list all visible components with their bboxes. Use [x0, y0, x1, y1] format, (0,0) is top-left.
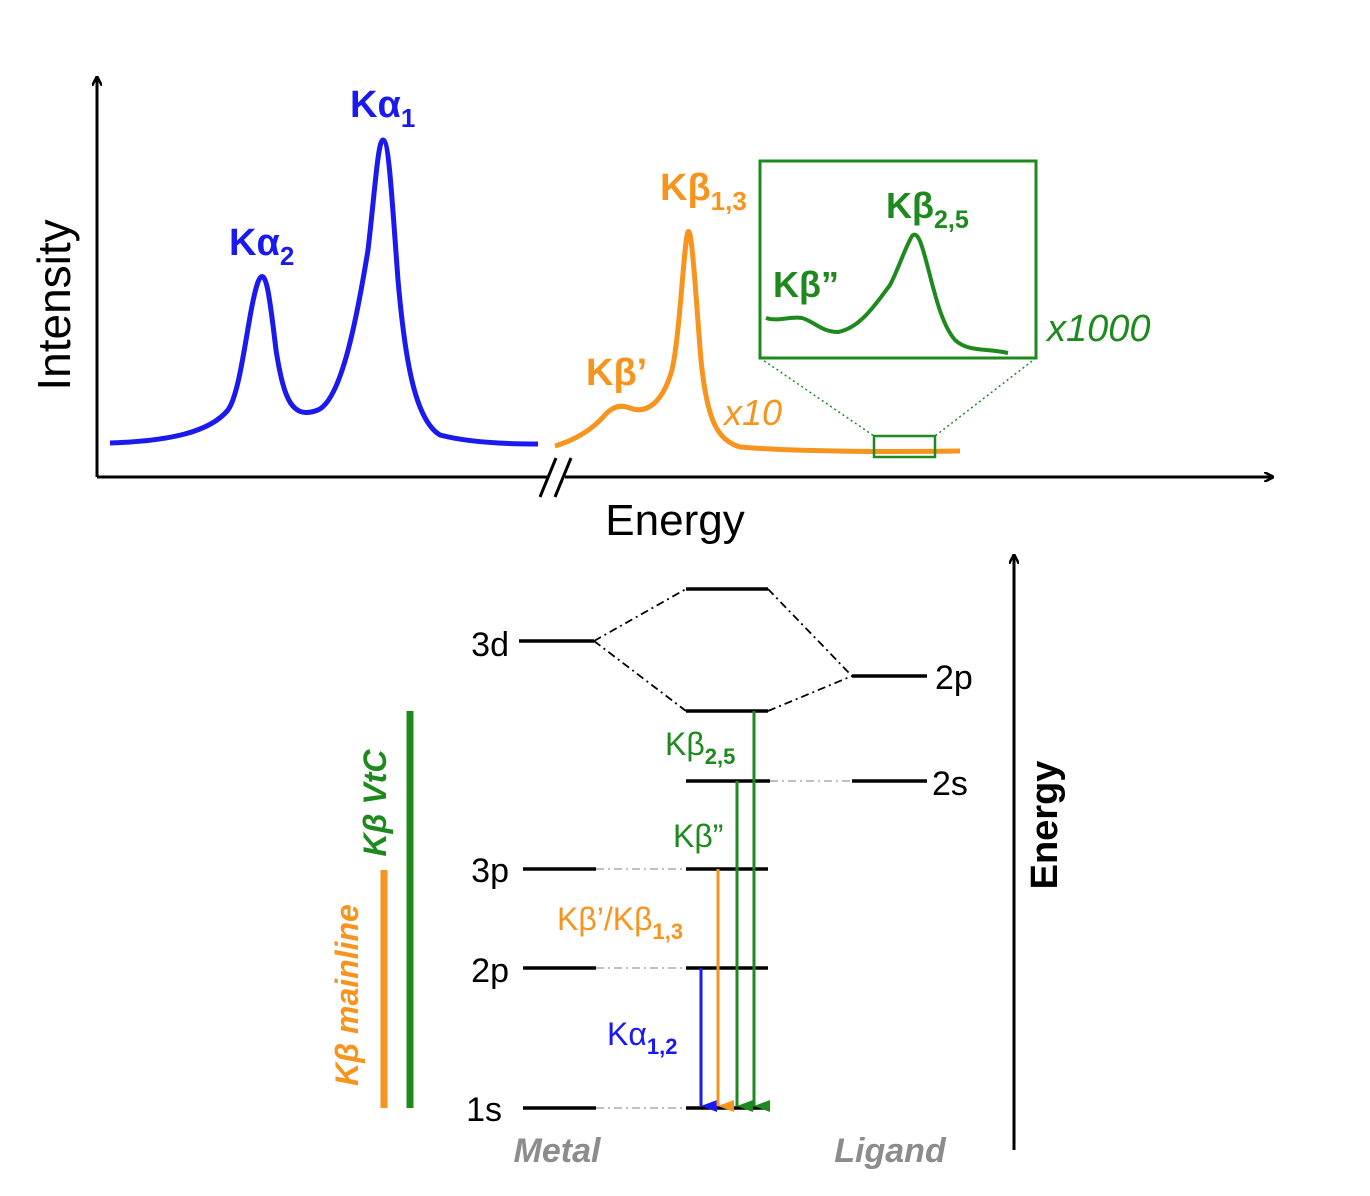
ligand-level-label: 2p — [935, 659, 973, 697]
vtc-inset-box — [758, 159, 1038, 360]
correlation-line — [593, 640, 687, 712]
correlation-line — [767, 675, 853, 712]
transition-label-kb25: Kβ2,5 — [665, 726, 735, 769]
x-axis-label: Energy — [605, 496, 744, 545]
y-axis-label: Intensity — [28, 219, 80, 390]
peak-label-kbprime: Kβ’ — [586, 352, 647, 394]
scale-label-x1000: x1000 — [1045, 308, 1151, 350]
correlation-line — [767, 588, 853, 677]
scale-label-x10: x10 — [722, 392, 782, 433]
transition-label-ka12: Kα1,2 — [607, 1016, 677, 1059]
ligand-level-label: 2s — [932, 765, 968, 803]
metal-level-label: 3d — [471, 626, 509, 664]
metal-level-label: 2p — [471, 952, 509, 990]
energy-axis-label: Energy — [1024, 761, 1066, 890]
caption-ligand: Ligand — [834, 1132, 947, 1170]
peak-label-kbdouble: Kβ” — [773, 264, 839, 305]
vtc-inset-curve — [765, 232, 1009, 355]
correlation-line — [593, 588, 687, 642]
transition-label-kbdouble: Kβ” — [673, 818, 723, 854]
caption-metal: Metal — [514, 1132, 602, 1170]
kalpha-curve — [109, 137, 539, 447]
spectrum-panel: Intensity Energy Kα1 Kα2 Kβ1,3 Kβ’ x10 K… — [28, 78, 1272, 545]
zoom-region — [872, 434, 937, 459]
peak-label-kb13: Kβ1,3 — [660, 167, 747, 216]
energy-level-diagram: Energy — [329, 556, 1066, 1170]
peak-label-ka2: Kα2 — [229, 222, 294, 271]
peak-label-kb25: Kβ2,5 — [886, 185, 969, 234]
peak-label-ka1: Kα1 — [350, 84, 415, 133]
metal-level-label: 3p — [471, 852, 509, 890]
bracket-label-mainline: Kβ mainline — [329, 904, 365, 1086]
zoom-connector — [759, 357, 875, 437]
zoom-connector — [934, 357, 1037, 437]
axis-break-mark — [553, 457, 573, 498]
axis-break-mark — [538, 457, 558, 498]
bracket-label-vtc: Kβ VtC — [357, 749, 393, 857]
transition-label-kbmain: Kβ’/Kβ1,3 — [557, 901, 683, 944]
kbeta-mainline-curve — [554, 229, 961, 455]
metal-level-label: 1s — [466, 1091, 502, 1129]
